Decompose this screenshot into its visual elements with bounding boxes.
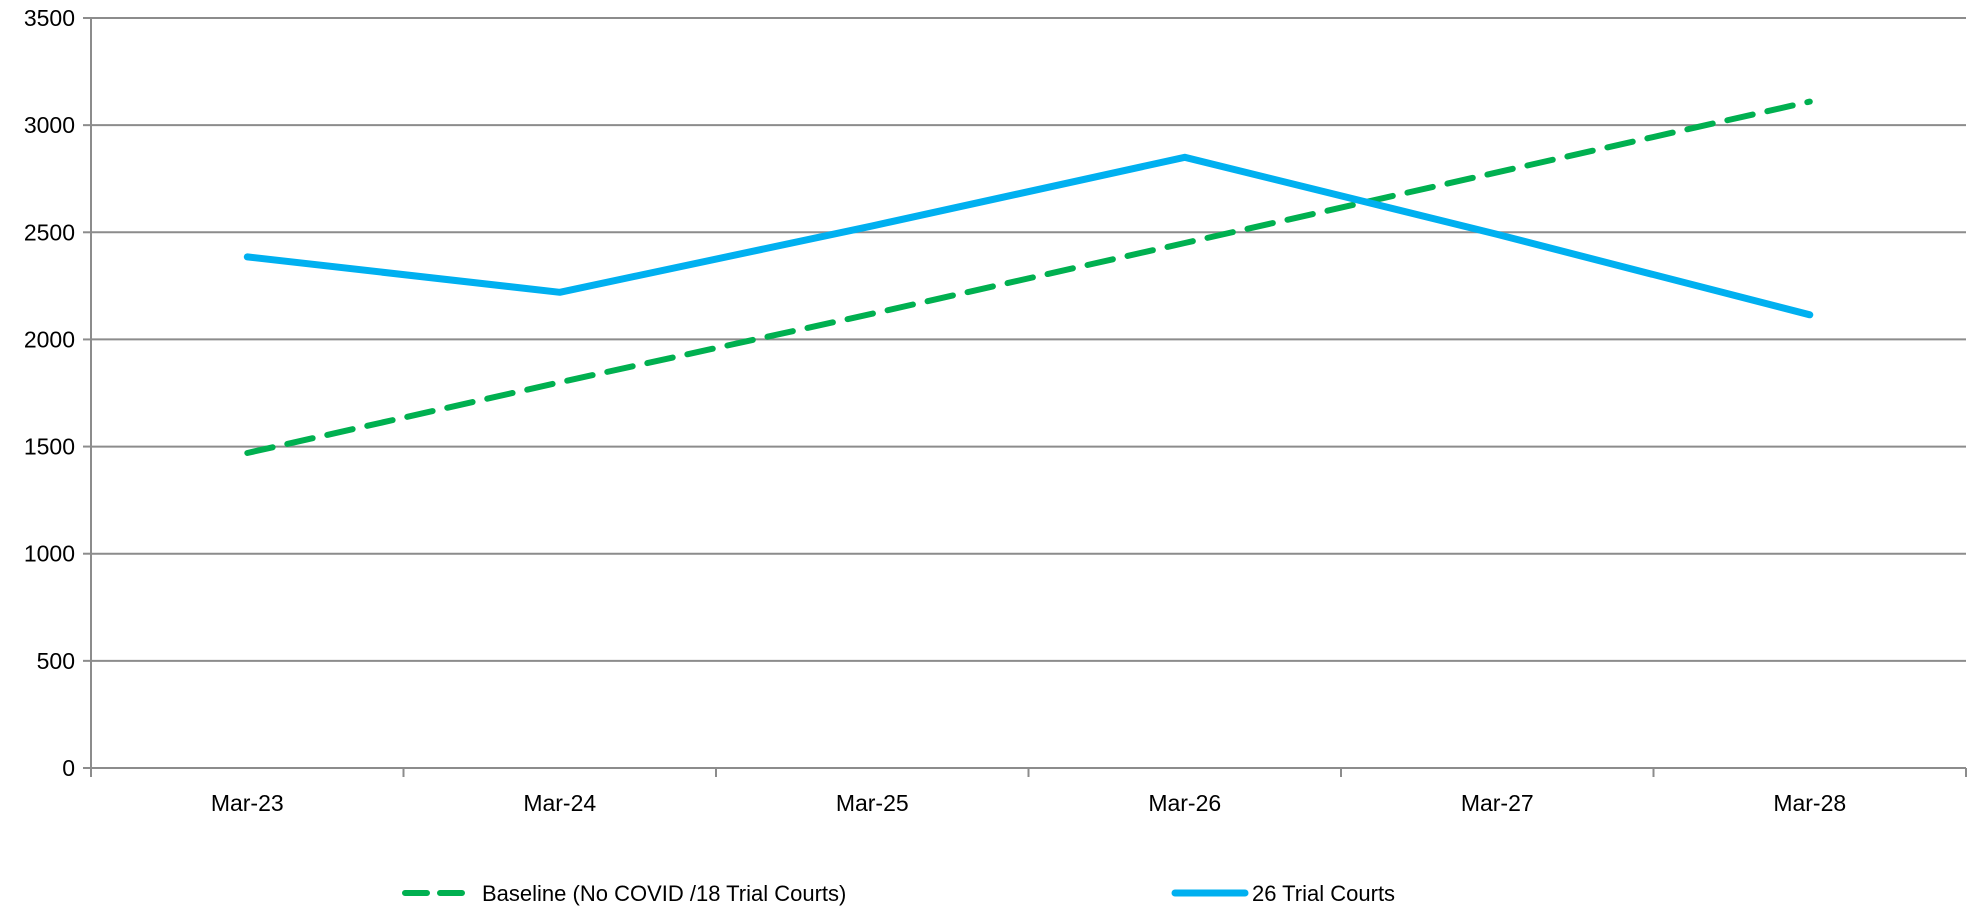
x-tick-label-mar-26: Mar-26 [1148, 790, 1221, 816]
series-lines [243, 98, 1814, 456]
legend-label-26-trial-courts: 26 Trial Courts [1252, 881, 1395, 906]
y-tick-label-2500: 2500 [24, 219, 75, 245]
y-tick-label-2000: 2000 [24, 326, 75, 352]
data-point-baseline-no-covid-18-trial-courts-mar-26 [1182, 240, 1188, 246]
x-axis-tick-labels: Mar-23 Mar-24 Mar-25 Mar-26 Mar-27 Mar-28 [211, 790, 1846, 816]
data-point-26-trial-courts-mar-24 [557, 289, 563, 295]
x-tick-label-mar-25: Mar-25 [836, 790, 909, 816]
legend: Baseline (No COVID /18 Trial Courts) 26 … [402, 881, 1395, 906]
legend-entry-26-trial-courts: 26 Trial Courts [1171, 881, 1395, 906]
axes [83, 17, 1967, 777]
y-tick-label-1000: 1000 [24, 541, 75, 567]
data-point-26-trial-courts-mar-28 [1807, 312, 1813, 318]
data-point-baseline-no-covid-18-trial-courts-mar-25 [869, 311, 875, 317]
series-line-26-trial-courts [243, 153, 1814, 319]
series-line-baseline-no-covid-18-trial-courts [244, 98, 1813, 456]
data-point-26-trial-courts-mar-26 [1182, 154, 1188, 160]
x-tick-label-mar-28: Mar-28 [1773, 790, 1846, 816]
y-tick-label-1500: 1500 [24, 434, 75, 460]
y-tick-label-3500: 3500 [24, 5, 75, 31]
y-tick-label-0: 0 [62, 755, 75, 781]
legend-entry-baseline: Baseline (No COVID /18 Trial Courts) [402, 881, 846, 906]
data-point-26-trial-courts-mar-27 [1494, 231, 1500, 237]
x-tick-label-mar-27: Mar-27 [1461, 790, 1534, 816]
data-point-26-trial-courts-mar-25 [869, 223, 875, 229]
data-point-baseline-no-covid-18-trial-courts-mar-23 [244, 450, 250, 456]
y-axis-tick-labels: 0 500 1000 1500 2000 2500 3000 3500 [24, 5, 75, 781]
legend-label-baseline: Baseline (No COVID /18 Trial Courts) [482, 881, 846, 906]
y-tick-label-3000: 3000 [24, 112, 75, 138]
data-point-26-trial-courts-mar-23 [244, 254, 250, 260]
x-tick-label-mar-23: Mar-23 [211, 790, 284, 816]
data-point-baseline-no-covid-18-trial-courts-mar-27 [1494, 169, 1500, 175]
data-point-baseline-no-covid-18-trial-courts-mar-28 [1807, 99, 1813, 105]
y-tick-label-500: 500 [37, 648, 75, 674]
gridlines [91, 17, 1966, 662]
data-point-baseline-no-covid-18-trial-courts-mar-24 [557, 379, 563, 385]
x-tick-label-mar-24: Mar-24 [523, 790, 596, 816]
